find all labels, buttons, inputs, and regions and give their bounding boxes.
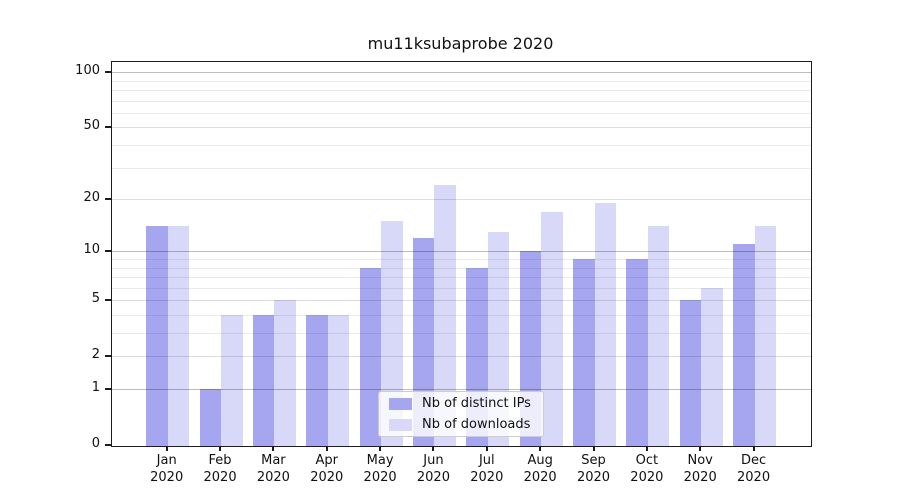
legend-swatch-distinct-ips bbox=[389, 397, 412, 410]
x-tick-label-apr: Apr 2020 bbox=[310, 453, 344, 485]
y-tick-label-1: 1 bbox=[91, 380, 100, 395]
bar-distinct-ips-oct bbox=[626, 259, 648, 446]
gridline-8 bbox=[112, 267, 811, 269]
x-tick-jan bbox=[165, 446, 168, 451]
y-tick-label-5: 5 bbox=[91, 291, 100, 307]
y-tick-label-50: 50 bbox=[83, 118, 100, 134]
gridline-2 bbox=[112, 356, 811, 358]
x-tick-jul bbox=[485, 446, 488, 451]
bar-downloads-sep bbox=[594, 203, 616, 446]
gridline-100 bbox=[112, 72, 811, 74]
gridline-7 bbox=[112, 277, 811, 279]
bar-distinct-ips-mar bbox=[252, 314, 275, 446]
legend-item-downloads: Nb of downloads bbox=[379, 414, 543, 435]
bar-distinct-ips-apr bbox=[306, 314, 328, 446]
gridline-50 bbox=[112, 127, 811, 129]
x-tick-label-nov: Nov 2020 bbox=[683, 453, 717, 485]
x-tick-label-dec: Dec 2020 bbox=[737, 453, 771, 485]
y-tick-label-20: 20 bbox=[83, 190, 100, 206]
x-tick-label-jan: Jan 2020 bbox=[150, 453, 184, 485]
gridline-10 bbox=[112, 251, 811, 253]
x-tick-mar bbox=[272, 446, 275, 451]
gridline-40 bbox=[112, 145, 811, 147]
bar-downloads-feb bbox=[221, 314, 243, 446]
x-tick-feb bbox=[219, 446, 222, 451]
bar-downloads-apr bbox=[327, 314, 350, 446]
gridline-70 bbox=[112, 100, 811, 102]
x-tick-label-jun: Jun 2020 bbox=[416, 453, 450, 485]
bar-distinct-ips-sep bbox=[573, 259, 595, 446]
y-tick-50 bbox=[105, 125, 111, 128]
x-tick-sep bbox=[592, 446, 595, 451]
legend-label-downloads: Nb of downloads bbox=[422, 417, 531, 432]
legend: Nb of distinct IPs Nb of downloads bbox=[378, 391, 544, 437]
legend-label-distinct-ips: Nb of distinct IPs bbox=[422, 396, 531, 411]
x-tick-label-jul: Jul 2020 bbox=[470, 453, 504, 485]
bar-downloads-jan bbox=[167, 226, 190, 446]
x-tick-jun bbox=[432, 446, 435, 451]
x-tick-label-sep: Sep 2020 bbox=[576, 453, 611, 485]
x-tick-dec bbox=[752, 446, 755, 451]
bar-downloads-oct bbox=[647, 226, 670, 446]
gridline-80 bbox=[112, 90, 811, 92]
x-tick-label-aug: Aug 2020 bbox=[523, 453, 557, 485]
x-tick-oct bbox=[645, 446, 648, 451]
bar-downloads-aug bbox=[541, 211, 563, 446]
legend-swatch-downloads bbox=[389, 418, 412, 431]
x-tick-apr bbox=[325, 446, 328, 451]
bar-downloads-nov bbox=[701, 287, 723, 446]
bar-downloads-mar bbox=[274, 300, 296, 446]
x-tick-aug bbox=[539, 446, 542, 451]
plot-area bbox=[111, 61, 812, 447]
bar-downloads-may bbox=[381, 221, 403, 446]
bar-distinct-ips-jan bbox=[146, 226, 168, 446]
y-tick-10 bbox=[105, 249, 111, 252]
y-tick-0 bbox=[105, 443, 111, 446]
x-tick-may bbox=[379, 446, 382, 451]
y-tick-label-10: 10 bbox=[83, 242, 100, 258]
y-tick-label-2: 2 bbox=[91, 347, 100, 363]
bar-downloads-jun bbox=[434, 184, 456, 446]
bar-distinct-ips-may bbox=[359, 267, 382, 446]
x-tick-label-feb: Feb 2020 bbox=[203, 453, 237, 485]
bar-distinct-ips-nov bbox=[679, 300, 702, 446]
gridline-4 bbox=[112, 314, 811, 316]
y-tick-100 bbox=[105, 70, 111, 73]
x-tick-label-may: May 2020 bbox=[363, 453, 397, 485]
y-tick-label-100: 100 bbox=[75, 63, 100, 79]
y-tick-1 bbox=[105, 387, 111, 390]
bar-distinct-ips-dec bbox=[733, 244, 755, 446]
gridline-1 bbox=[112, 389, 811, 390]
gridline-6 bbox=[112, 287, 811, 289]
y-tick-2 bbox=[105, 354, 111, 357]
gridline-90 bbox=[112, 80, 811, 82]
x-tick-nov bbox=[699, 446, 702, 451]
gridline-60 bbox=[112, 112, 811, 114]
bar-distinct-ips-feb bbox=[199, 389, 222, 446]
legend-item-distinct-ips: Nb of distinct IPs bbox=[379, 393, 543, 414]
gridline-30 bbox=[112, 167, 811, 169]
bar-downloads-dec bbox=[754, 226, 777, 446]
gridline-3 bbox=[112, 333, 811, 335]
x-tick-label-oct: Oct 2020 bbox=[630, 453, 664, 485]
x-tick-label-mar: Mar 2020 bbox=[256, 453, 290, 485]
gridline-5 bbox=[112, 300, 811, 302]
y-tick-20 bbox=[105, 197, 111, 200]
y-tick-5 bbox=[105, 298, 111, 301]
gridline-9 bbox=[112, 259, 811, 260]
chart-title: mu11ksubaprobe 2020 bbox=[367, 34, 554, 53]
y-tick-label-0: 0 bbox=[91, 436, 100, 451]
gridline-20 bbox=[112, 199, 811, 201]
